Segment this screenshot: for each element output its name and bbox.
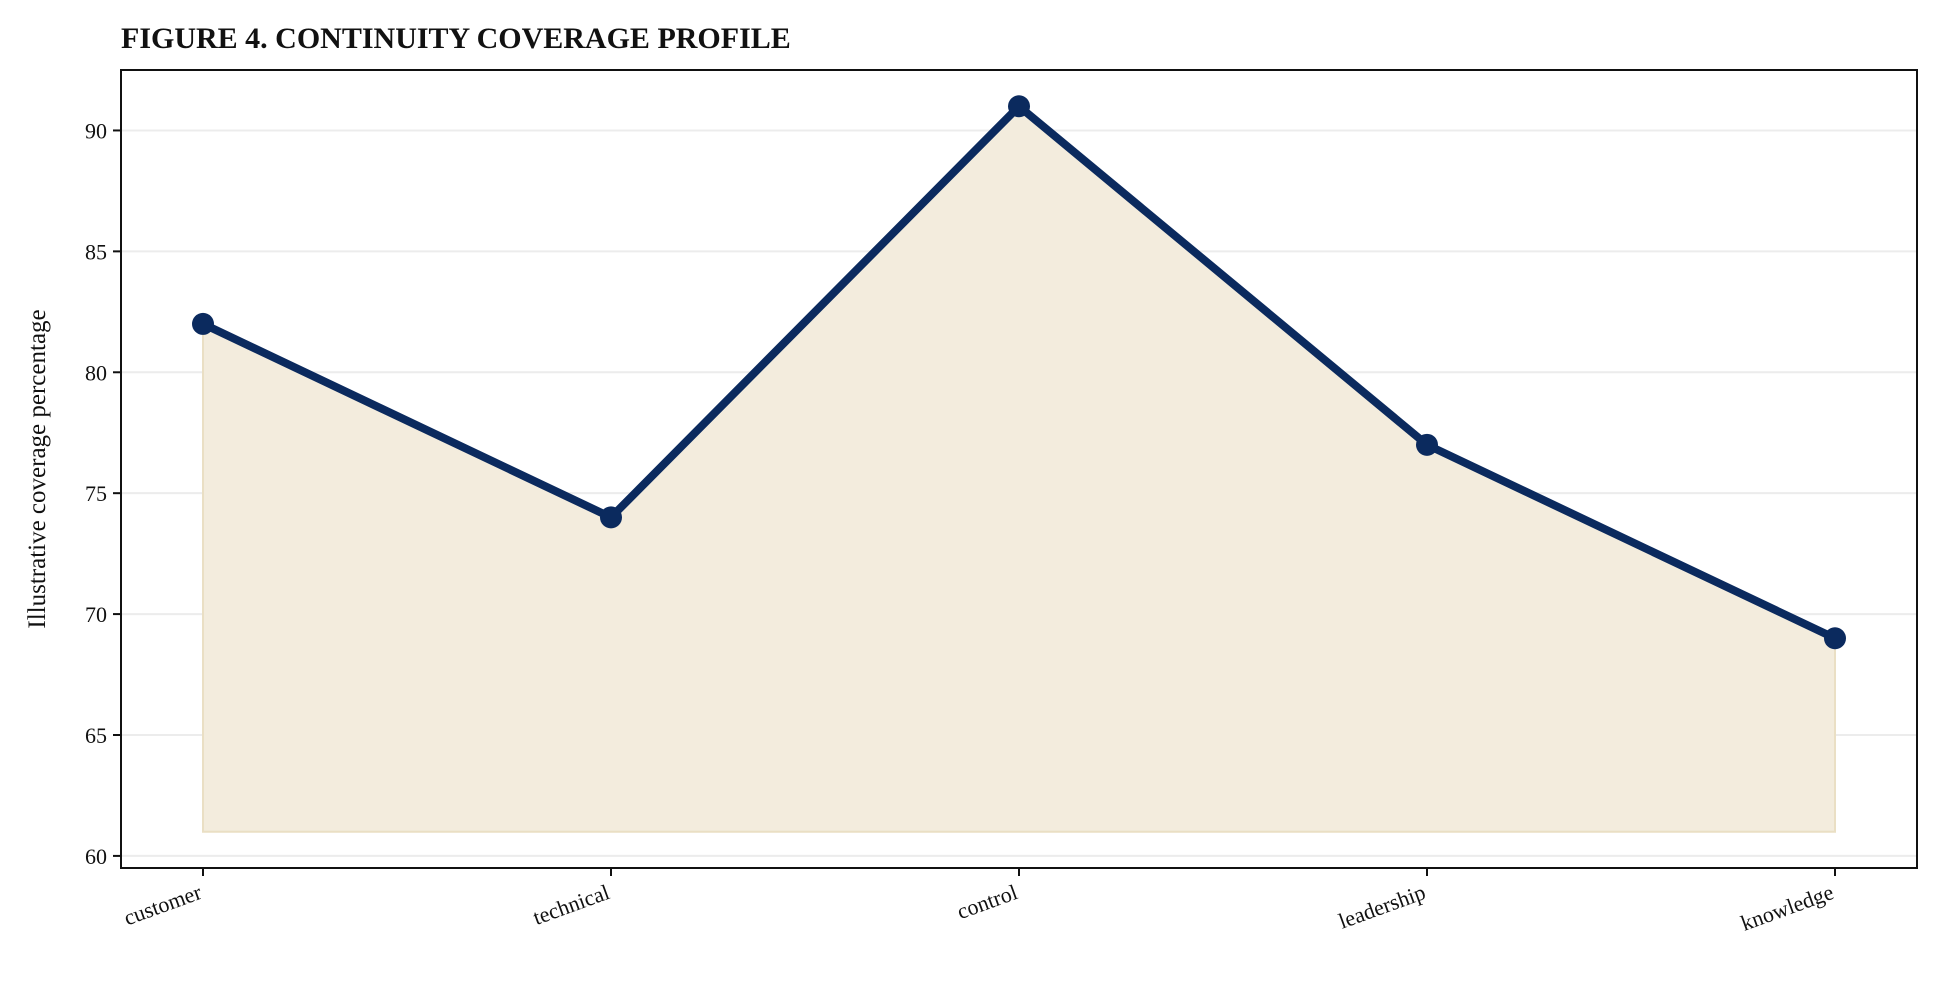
area-layer — [202, 104, 1836, 833]
y-axis-label: Illustrative coverage percentage — [24, 309, 51, 628]
data-point — [192, 312, 214, 335]
y-tick-label: 90 — [85, 118, 107, 143]
y-tick-label: 75 — [85, 481, 107, 506]
y-axis: 60 65 70 75 80 85 90 — [85, 118, 121, 869]
y-tick-label: 60 — [85, 844, 107, 869]
data-point — [1416, 433, 1438, 456]
x-tick-label: technical — [530, 879, 613, 930]
y-tick-label: 70 — [85, 602, 107, 627]
marker-layer — [192, 95, 1846, 650]
series-area — [202, 104, 1836, 833]
x-axis: customer technical control leadership knowle… — [120, 868, 1837, 936]
y-tick-label: 65 — [85, 723, 107, 748]
y-tick-label: 80 — [85, 360, 107, 385]
chart-title: FIGURE 4. CONTINUITY COVERAGE PROFILE — [121, 22, 791, 55]
x-tick-label: leadership — [1335, 879, 1429, 933]
x-tick-label: customer — [120, 879, 205, 930]
x-tick-label: control — [954, 879, 1021, 924]
data-point — [1824, 627, 1846, 650]
x-tick-label: knowledge — [1737, 879, 1836, 936]
y-tick-label: 85 — [85, 239, 107, 264]
data-point — [600, 506, 622, 529]
data-point — [1008, 95, 1030, 118]
